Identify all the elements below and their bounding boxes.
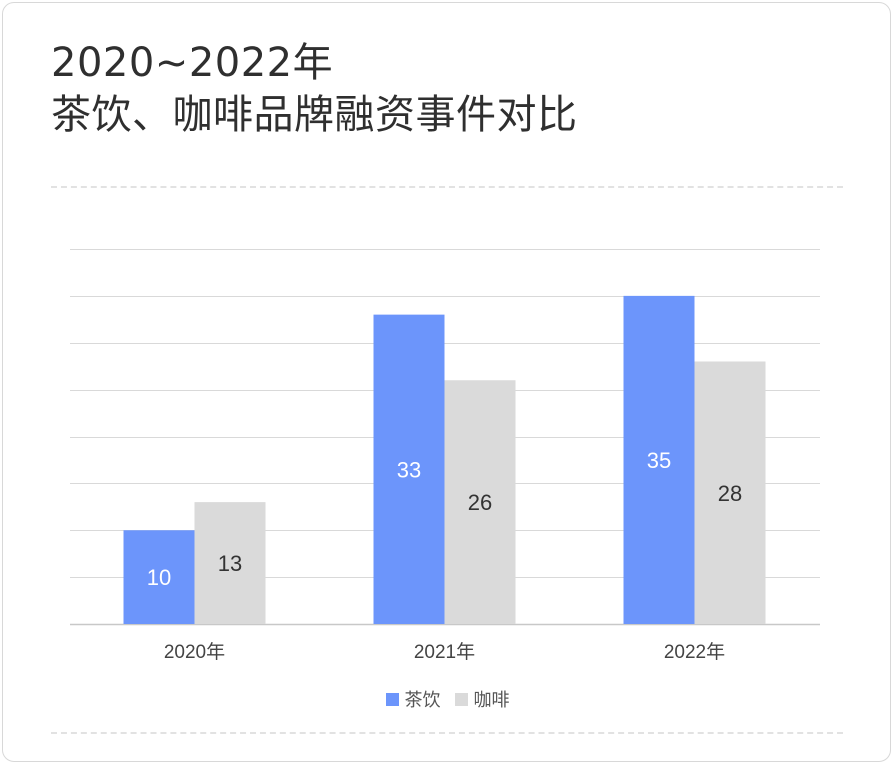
chart-legend: 茶饮 咖啡 xyxy=(0,686,895,712)
legend-swatch-tea xyxy=(385,692,399,706)
legend-label-tea: 茶饮 xyxy=(404,690,441,711)
legend-label-coffee: 咖啡 xyxy=(473,690,510,711)
bar-tea-1 xyxy=(123,530,195,624)
x-tick-label: 2022年 xyxy=(664,641,725,663)
x-tick-label: 2020年 xyxy=(164,641,225,663)
data-label-coffee-3: 28 xyxy=(718,481,742,506)
x-tick-label: 2021年 xyxy=(414,641,475,663)
legend-item-coffee: 咖啡 xyxy=(454,686,510,712)
legend-swatch-coffee xyxy=(454,692,468,706)
top-dashed-divider xyxy=(51,186,843,188)
bar-tea-3 xyxy=(623,295,695,624)
bar-coffee-2 xyxy=(444,380,516,624)
data-label-tea-3: 35 xyxy=(647,448,671,473)
data-labels: 10 13 33 26 35 28 xyxy=(147,448,742,590)
data-label-tea-2: 33 xyxy=(397,457,421,482)
data-label-tea-1: 10 xyxy=(147,565,171,590)
bar-coffee-3 xyxy=(694,361,766,624)
x-axis: 2020年 2021年 2022年 xyxy=(164,641,725,663)
bar-coffee-1 xyxy=(194,502,266,624)
bars xyxy=(123,295,766,624)
chart-title-line-1: 2020~2022年 xyxy=(51,40,334,86)
chart-title: 2020~2022年 茶饮、咖啡品牌融资事件对比 xyxy=(51,37,578,141)
legend-item-tea: 茶饮 xyxy=(385,686,441,712)
bar-tea-2 xyxy=(373,314,445,624)
chart-title-line-2: 茶饮、咖啡品牌融资事件对比 xyxy=(51,92,578,138)
bar-chart: 10 13 33 26 35 28 2020年 2021年 2022年 xyxy=(70,249,820,663)
bottom-dashed-divider xyxy=(51,732,843,734)
data-label-coffee-1: 13 xyxy=(218,551,242,576)
data-label-coffee-2: 26 xyxy=(468,490,492,515)
